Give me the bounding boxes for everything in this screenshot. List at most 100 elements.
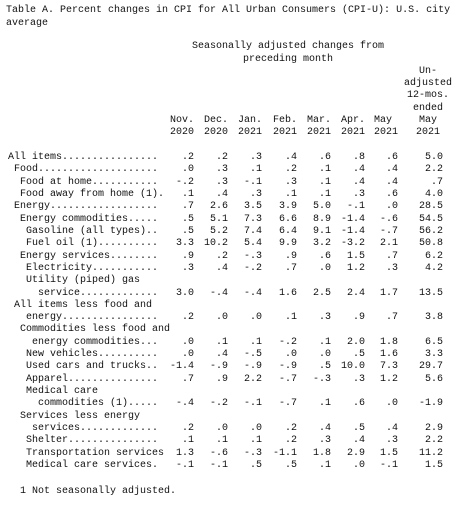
table-title: Table A. Percent changes in CPI for All … (6, 5, 451, 29)
row-label: Transportation services (26, 447, 165, 459)
cell-value: .8 (352, 152, 365, 163)
cell-value: .1 (181, 188, 194, 200)
column-header: ended (412, 102, 443, 114)
cell-value: -.9 (278, 361, 297, 373)
cell-value: .0 (249, 312, 262, 324)
cell-value: 3.5 (243, 201, 262, 213)
cell-value: -1.4 (169, 361, 194, 373)
column-header: Nov. (170, 114, 195, 126)
column-header: Un- (418, 66, 437, 77)
cell-value: .3 (215, 164, 228, 176)
cell-value: .0 (215, 312, 228, 324)
cell-value: .0 (181, 349, 194, 361)
cell-value: .4 (352, 164, 365, 176)
cell-value: .9 (181, 250, 194, 262)
cell-value: 50.8 (418, 238, 443, 250)
cell-value: .0 (181, 336, 194, 348)
row-label: Energy.................. (14, 201, 159, 213)
cell-value: .1 (284, 312, 297, 324)
cell-value: 2.9 (346, 447, 365, 459)
cell-value: 6.2 (424, 250, 443, 262)
column-header: Jan. (238, 114, 263, 126)
cell-value: 1.6 (379, 349, 398, 361)
cell-value: 3.3 (424, 349, 443, 361)
cell-value: .2 (181, 152, 194, 163)
row-label: Utility (piped) gas (26, 275, 141, 287)
cell-value: 7.3 (243, 213, 262, 225)
cell-value: .0 (352, 460, 365, 471)
cell-value: 1.8 (312, 447, 331, 459)
cell-value: 4.2 (424, 262, 443, 274)
cell-value: .4 (215, 262, 228, 274)
spanner-header: Seasonally adjusted changes from (191, 41, 385, 52)
cell-value: .9 (352, 312, 365, 324)
cell-value: 1.5 (424, 460, 443, 471)
row-label: All items................ (8, 152, 159, 163)
cell-value: 1.2 (379, 373, 398, 385)
cell-value: .3 (385, 435, 398, 447)
cell-value: .1 (249, 164, 262, 176)
cell-value: -.1 (379, 460, 398, 471)
column-header: 2021 (415, 127, 440, 138)
column-header: adjusted (403, 78, 452, 90)
cell-value: 5.0 (312, 201, 331, 213)
cell-value: .6 (385, 188, 398, 200)
cell-value: 2.1 (379, 238, 398, 250)
row-label: Apparel............... (26, 373, 159, 385)
cell-value: 2.2 (243, 373, 262, 385)
cell-value: .5 (249, 460, 262, 471)
cell-value: .9 (284, 250, 297, 262)
cell-value: .7 (181, 373, 194, 385)
cell-value: 1.6 (278, 287, 297, 299)
cell-value: 1.8 (379, 336, 398, 348)
cell-value: .5 (181, 225, 194, 237)
row-label: Fuel oil (1).......... (26, 238, 159, 250)
cell-value: 5.2 (209, 225, 228, 237)
row-label: energy................ (26, 312, 159, 324)
cell-value: .3 (318, 435, 331, 447)
cell-value: -.1 (209, 460, 228, 471)
cell-value: 3.3 (175, 238, 194, 250)
cell-value: .2 (181, 423, 194, 435)
column-header: Dec. (204, 114, 229, 126)
cell-value: .7 (385, 312, 398, 324)
cell-value: .6 (385, 152, 398, 163)
column-header: 12-mos. (406, 90, 449, 102)
row-label: commodities (1)..... (38, 398, 159, 410)
cell-value: .7 (181, 201, 194, 213)
cell-value: .5 (284, 460, 297, 471)
cell-value: .1 (318, 176, 331, 188)
cell-value: .6 (318, 152, 331, 163)
cell-value: .6 (318, 250, 331, 262)
cell-value: .1 (318, 336, 331, 348)
cell-value: -.3 (312, 373, 331, 385)
row-label: Commodities less food and (20, 324, 171, 336)
cell-value: .4 (284, 152, 297, 163)
cell-value: .3 (284, 176, 297, 188)
cell-value: -.9 (209, 361, 228, 373)
cell-value: .0 (318, 349, 331, 361)
cell-value: .3 (181, 262, 194, 274)
row-label: Medical care (26, 386, 99, 398)
cell-value: 1.5 (346, 250, 365, 262)
cell-value: .6 (352, 398, 365, 410)
cell-value: -.4 (209, 287, 228, 299)
row-label: Food at home........... (20, 176, 159, 188)
cell-value: -.4 (175, 398, 194, 410)
cell-value: -.3 (243, 250, 262, 262)
cell-value: .7 (284, 262, 297, 274)
cell-value: -.1 (175, 460, 194, 471)
cell-value: -1.1 (272, 447, 297, 459)
cell-value: -.9 (243, 361, 262, 373)
column-header: 2021 (238, 127, 263, 138)
row-label: services............. (32, 423, 159, 435)
cell-value: 54.5 (418, 213, 443, 225)
column-header: 2020 (204, 127, 229, 138)
cell-value: .4 (352, 176, 365, 188)
cell-value: 6.6 (278, 213, 297, 225)
cell-value: .3 (249, 188, 262, 200)
cell-value: .2 (284, 423, 297, 435)
spanner-header: preceding month (242, 54, 333, 65)
cell-value: 5.4 (243, 238, 262, 250)
row-label: New vehicles.......... (26, 349, 159, 361)
